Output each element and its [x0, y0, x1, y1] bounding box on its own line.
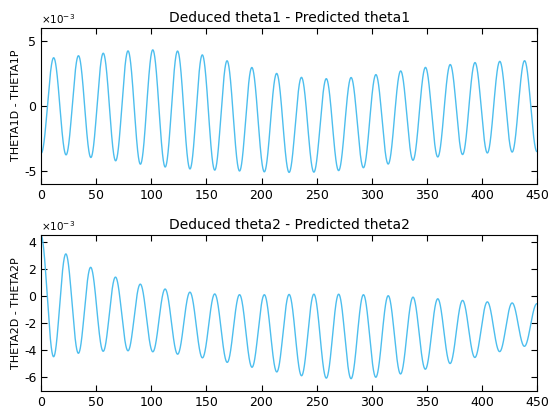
Title: Deduced theta1 - Predicted theta1: Deduced theta1 - Predicted theta1	[169, 11, 410, 25]
Text: $\times10^{-3}$: $\times10^{-3}$	[41, 220, 76, 234]
Y-axis label: THETA2D - THETA2P: THETA2D - THETA2P	[11, 257, 21, 369]
Text: $\times10^{-3}$: $\times10^{-3}$	[41, 12, 76, 26]
Title: Deduced theta2 - Predicted theta2: Deduced theta2 - Predicted theta2	[169, 218, 409, 232]
Y-axis label: THETA1D - THETA1P: THETA1D - THETA1P	[11, 50, 21, 161]
